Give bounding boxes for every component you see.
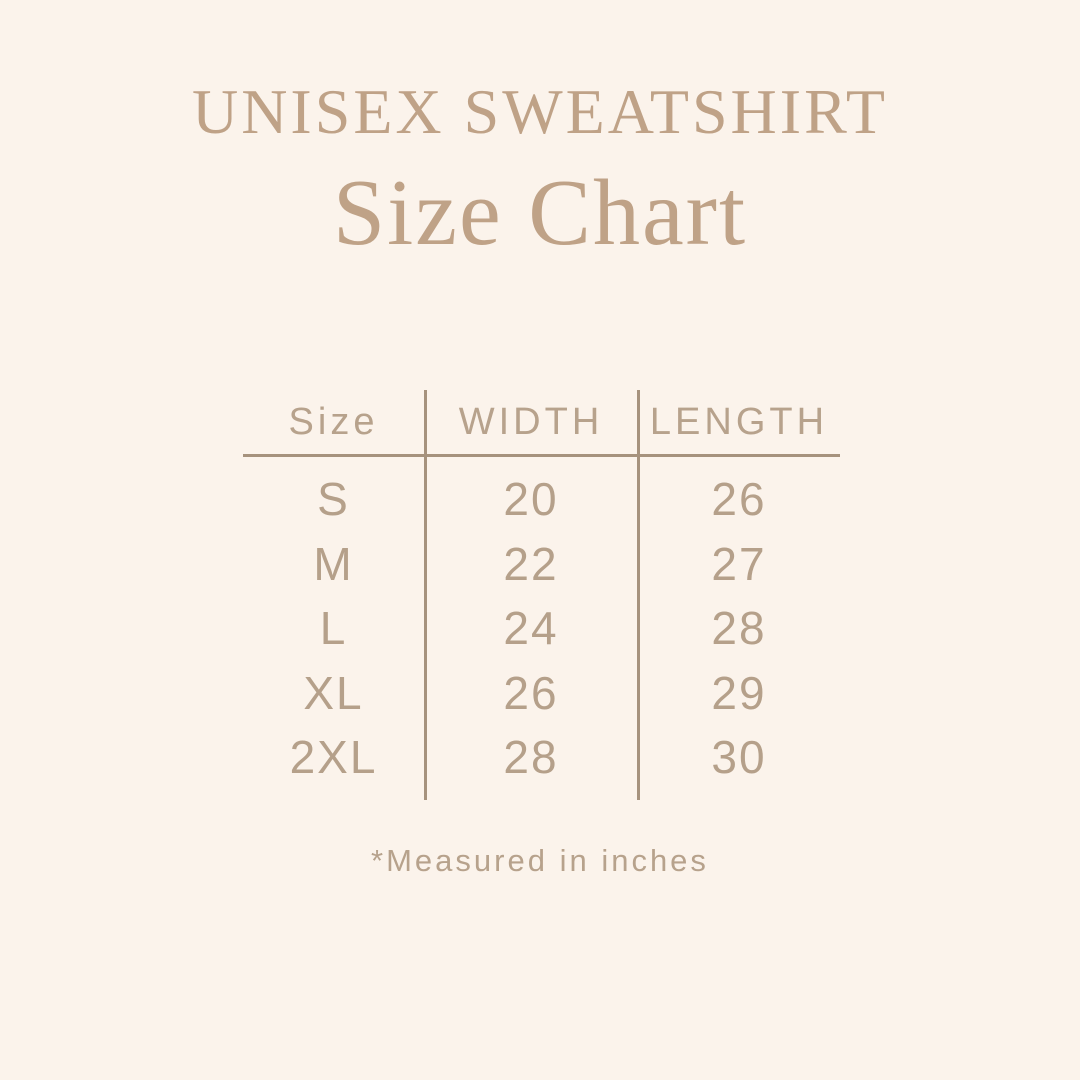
measurement-footnote: *Measured in inches — [371, 843, 709, 878]
table-body: S 20 26 M 22 27 L 24 28 XL 26 29 2XL 28 — [243, 457, 840, 790]
length-cell: 26 — [711, 473, 767, 526]
column-header-size: Size — [288, 401, 379, 443]
length-cell: 30 — [711, 731, 767, 784]
width-cell: 24 — [503, 602, 559, 655]
column-header-width: WIDTH — [458, 401, 604, 443]
column-divider-line-1 — [424, 390, 427, 800]
width-cell: 26 — [503, 666, 559, 719]
size-cell: XL — [303, 666, 364, 719]
table-row: M 22 27 — [243, 532, 840, 597]
column-divider-line-2 — [637, 390, 640, 800]
length-cell: 28 — [711, 602, 767, 655]
table-header-row: Size WIDTH LENGTH — [243, 390, 840, 455]
size-cell: 2XL — [289, 731, 378, 784]
table-row: XL 26 29 — [243, 661, 840, 726]
column-header-length: LENGTH — [649, 401, 829, 443]
width-cell: 20 — [503, 473, 559, 526]
size-table: Size WIDTH LENGTH S 20 26 M 22 27 L 24 2… — [243, 390, 840, 800]
width-cell: 28 — [503, 731, 559, 784]
length-cell: 27 — [711, 537, 767, 590]
size-cell: L — [319, 602, 348, 655]
size-cell: S — [317, 473, 350, 526]
table-row: L 24 28 — [243, 596, 840, 661]
width-cell: 22 — [503, 537, 559, 590]
size-cell: M — [313, 537, 354, 590]
page-title: Size Chart — [332, 161, 748, 265]
length-cell: 29 — [711, 666, 767, 719]
product-title: UNISEX SWEATSHIRT — [191, 76, 889, 147]
header-divider-line — [243, 454, 840, 457]
table-row: 2XL 28 30 — [243, 725, 840, 790]
table-row: S 20 26 — [243, 467, 840, 532]
